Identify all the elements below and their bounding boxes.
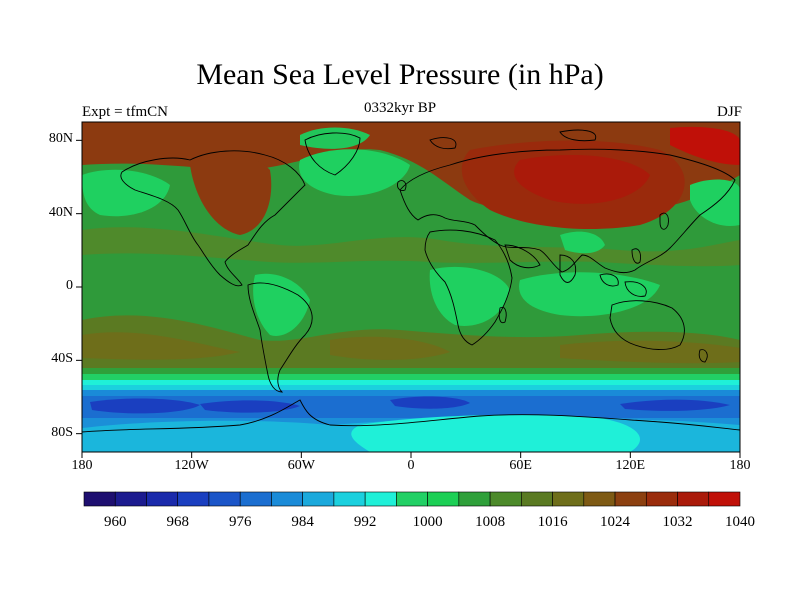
colorbar-label: 1000 bbox=[412, 514, 443, 530]
colorbar-swatch bbox=[489, 491, 522, 507]
colorbar-swatch bbox=[364, 491, 397, 507]
colorbar-swatch bbox=[583, 491, 616, 507]
lon-tick-label: 60W bbox=[287, 458, 315, 473]
colorbar-swatch bbox=[521, 491, 553, 507]
lat-tick-label: 0 bbox=[66, 278, 73, 293]
lon-tick-label: 120E bbox=[615, 458, 646, 473]
colorbar-label: 960 bbox=[103, 514, 127, 530]
lon-tick-label: 0 bbox=[407, 458, 415, 473]
lat-tick-label: 80N bbox=[48, 131, 73, 147]
colorbar-label: 976 bbox=[228, 514, 252, 530]
colorbar-swatch bbox=[83, 491, 116, 507]
lon-tick-label: 60E bbox=[509, 458, 532, 473]
lon-tick-label: 180 bbox=[71, 458, 93, 473]
colorbar-label: 992 bbox=[353, 514, 377, 530]
colorbar-swatch bbox=[208, 491, 241, 507]
map-title: Mean Sea Level Pressure (in hPa) bbox=[196, 58, 604, 91]
lon-tick-label: 180 bbox=[729, 458, 751, 473]
contour-fill bbox=[82, 122, 740, 452]
lat-tick-label: 80S bbox=[51, 424, 73, 440]
colorbar-label: 1032 bbox=[662, 514, 693, 530]
coastlines bbox=[82, 129, 740, 433]
colorbar-swatch bbox=[114, 491, 147, 507]
colorbar-label: 1016 bbox=[537, 514, 568, 530]
colorbar-swatch bbox=[614, 491, 647, 507]
axis-ticks bbox=[76, 139, 741, 458]
lat-tick-label: 40S bbox=[51, 351, 73, 367]
colorbar-label: 1008 bbox=[475, 514, 506, 530]
colorbar-label: 968 bbox=[166, 514, 189, 530]
season-subtitle: DJF bbox=[716, 104, 742, 120]
colorbar-label: 984 bbox=[291, 514, 314, 530]
colorbar-swatch bbox=[552, 491, 585, 507]
colorbar-swatch bbox=[146, 491, 179, 507]
colorbar-swatch bbox=[458, 491, 491, 507]
colorbar bbox=[83, 491, 741, 507]
colorbar-swatch bbox=[645, 491, 678, 507]
period-subtitle: 0332kyr BP bbox=[363, 100, 437, 116]
colorbar-swatch bbox=[271, 491, 303, 507]
colorbar-label: 1024 bbox=[600, 514, 631, 530]
experiment-subtitle: Expt = tfmCN bbox=[82, 104, 168, 120]
colorbar-swatch bbox=[239, 491, 272, 507]
colorbar-swatch bbox=[396, 491, 428, 507]
colorbar-swatch bbox=[708, 491, 741, 507]
colorbar-swatch bbox=[302, 491, 335, 507]
colorbar-label: 1040 bbox=[725, 514, 755, 530]
colorbar-swatch bbox=[677, 491, 710, 507]
colorbar-swatch bbox=[427, 491, 460, 507]
lon-tick-label: 120W bbox=[174, 458, 209, 473]
colorbar-swatch bbox=[333, 491, 366, 507]
lat-tick-label: 40N bbox=[48, 204, 73, 220]
colorbar-swatch bbox=[177, 491, 210, 507]
